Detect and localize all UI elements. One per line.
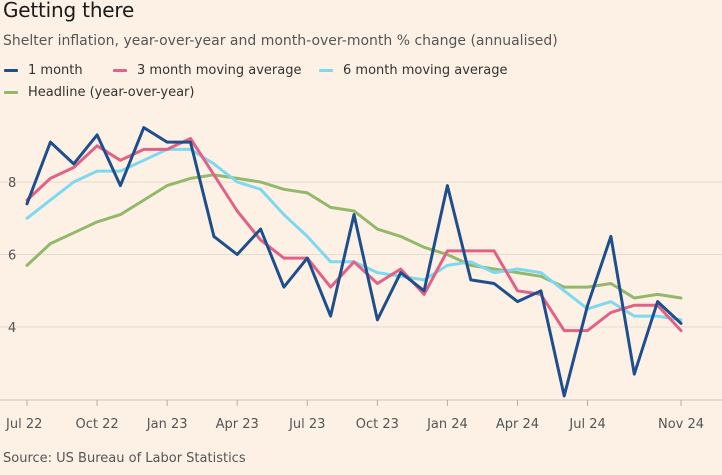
x-tick-label: Jul 22 [5,417,42,432]
chart-title: Getting there [3,0,135,22]
y-tick-label: 8 [8,176,16,191]
legend-swatch-3-month [113,69,127,72]
y-tick-label: 4 [8,321,16,336]
legend-item-1-month: 1 month [4,63,83,78]
series-line-1-month [25,126,683,398]
x-tick-label: Nov 24 [658,417,704,432]
chart-subtitle: Shelter inflation, year-over-year and mo… [3,33,558,49]
legend-label-3-month: 3 month moving average [137,63,302,78]
x-axis: Jul 22 Oct 22 Jan 23 Apr 23 Jul 23 Oct 23 Jan … [0,399,722,432]
source-note: Source: US Bureau of Labor Statistics [3,451,246,466]
legend-label-1-month: 1 month [28,63,83,78]
y-tick-label: 6 [8,249,16,264]
legend-item-headline: Headline (year-over-year) [4,85,194,100]
legend-swatch-6-month [319,69,333,72]
x-tick-label: Oct 23 [356,417,399,432]
series-lines [25,126,683,398]
x-tick-label: Jan 23 [146,417,188,432]
x-tick-label: Jan 24 [426,417,468,432]
series-line-headline-year-over-year [25,173,683,300]
grid-lines: 4 6 8 [0,176,722,336]
legend-swatch-1-month [4,69,18,72]
line-chart: 4 6 8 Jul 22 Oct 22 Jan 23 Apr 23 Jul 23 Oct 23… [0,126,722,432]
x-tick-label: Jul 23 [288,417,325,432]
x-tick-label: Oct 22 [75,417,118,432]
legend-label-6-month: 6 month moving average [343,63,508,78]
x-tick-label: Apr 24 [496,417,539,432]
legend-item-6-month: 6 month moving average [319,63,508,78]
legend-swatch-headline [4,91,18,94]
x-tick-label: Apr 23 [216,417,259,432]
legend-item-3-month: 3 month moving average [113,63,302,78]
x-tick-label: Jul 24 [568,417,605,432]
series-line-3-month-moving-average [25,137,683,333]
legend-label-headline: Headline (year-over-year) [28,85,195,100]
